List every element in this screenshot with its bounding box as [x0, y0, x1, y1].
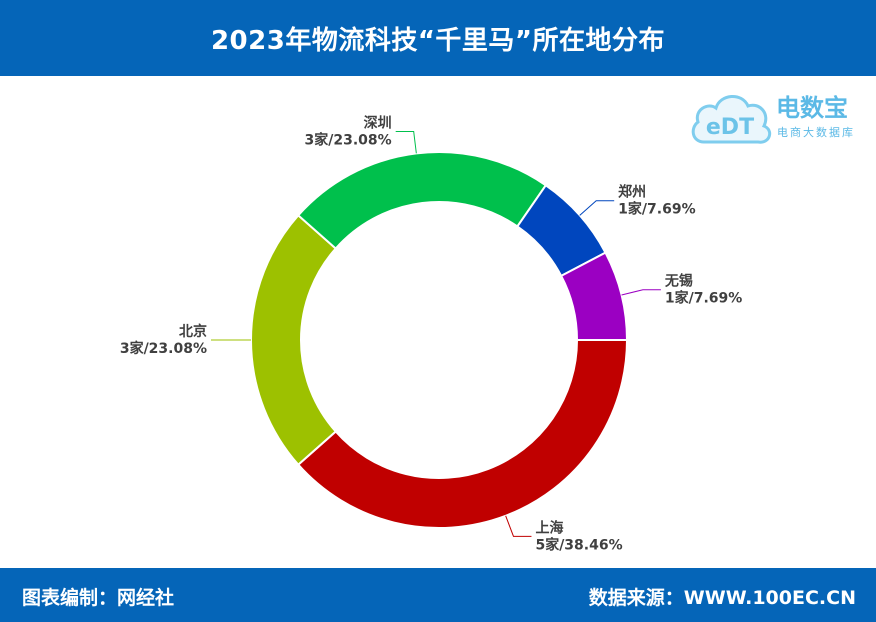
- slice-label-value-beijing: 3家/23.08%: [120, 340, 207, 357]
- slice-shanghai: [296, 339, 629, 529]
- logo-brand-text: 电数宝: [776, 94, 848, 122]
- slice-label-name-beijing: 北京: [179, 323, 207, 340]
- slice-wuxi: [559, 251, 629, 341]
- footer-credit: 图表编制：网经社: [22, 587, 175, 609]
- brand-logo: eDT 电数宝 电商大数据库: [691, 94, 855, 144]
- footer-source: 数据来源：WWW.100EC.CN: [588, 587, 856, 609]
- leader-line-wuxi: [621, 289, 661, 296]
- leader-lines: [211, 131, 661, 537]
- page-title: 2023年物流科技“千里马”所在地分布: [210, 25, 666, 56]
- donut-chart: 上海5家/38.46%北京3家/23.08%深圳3家/23.08%郑州1家/7.…: [120, 115, 743, 554]
- logo-sub-text: 电商大数据库: [777, 125, 855, 139]
- cloud-icon: [691, 95, 772, 144]
- slice-label-name-shenzhen: 深圳: [364, 115, 392, 132]
- leader-line-shanghai: [505, 515, 532, 537]
- slice-label-value-wuxi: 1家/7.69%: [665, 290, 742, 307]
- donut-slices: [250, 151, 629, 529]
- slice-label-value-shenzhen: 3家/23.08%: [305, 132, 392, 149]
- slice-label-value-shanghai: 5家/38.46%: [535, 536, 622, 553]
- footer-banner: 图表编制：网经社 数据来源：WWW.100EC.CN: [0, 568, 876, 622]
- logo-mark-text: eDT: [706, 115, 754, 140]
- leader-line-shenzhen: [395, 131, 417, 154]
- leader-line-zhengzhou: [579, 200, 615, 216]
- slice-label-name-wuxi: 无锡: [664, 273, 693, 290]
- slice-label-name-shanghai: 上海: [535, 519, 563, 536]
- slice-shenzhen: [296, 151, 548, 250]
- slice-labels: 上海5家/38.46%北京3家/23.08%深圳3家/23.08%郑州1家/7.…: [120, 115, 743, 554]
- slice-beijing: [250, 213, 338, 467]
- chart-title-banner: 2023年物流科技“千里马”所在地分布: [0, 0, 876, 76]
- slice-label-name-zhengzhou: 郑州: [618, 184, 646, 201]
- slice-label-value-zhengzhou: 1家/7.69%: [618, 201, 695, 218]
